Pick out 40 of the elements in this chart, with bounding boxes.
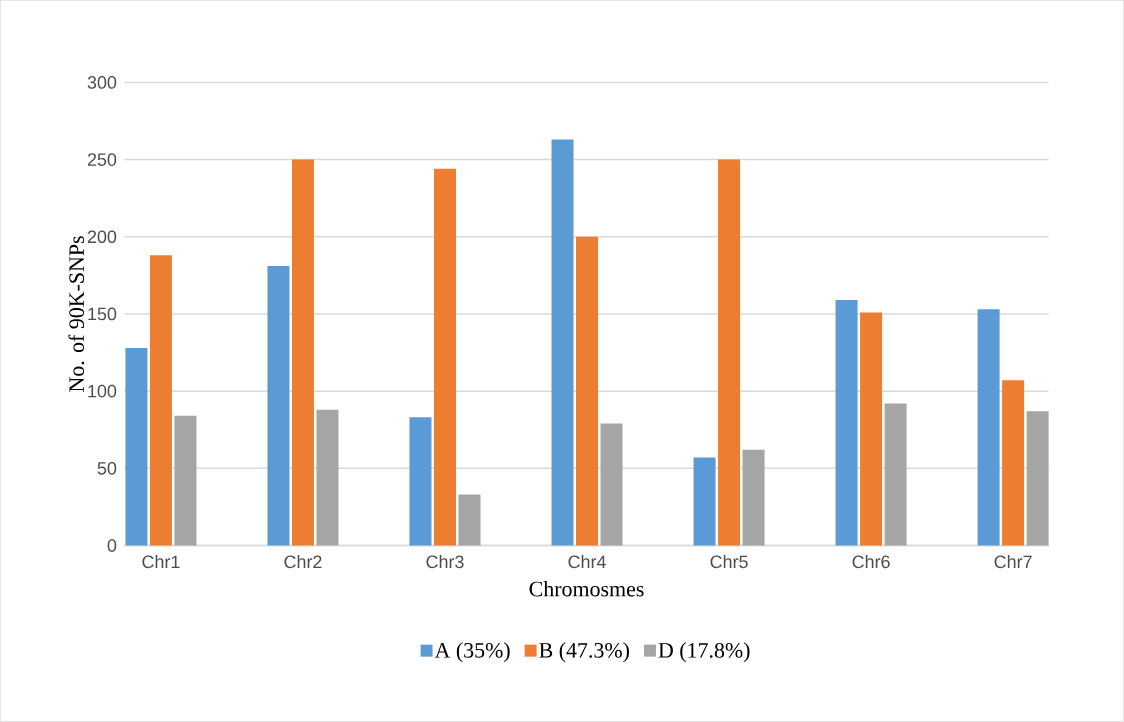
x-tick-label: Chr3 (426, 555, 464, 569)
bar (551, 139, 574, 546)
y-tick-label: 250 (87, 153, 117, 166)
bar (458, 494, 481, 546)
legend-label: B (47.3%) (539, 642, 629, 663)
legend-label: D (17.8%) (658, 642, 750, 663)
bar (718, 159, 741, 546)
y-axis-title: No. of 90K-SNPs (68, 236, 85, 392)
x-tick-label: Chr4 (568, 555, 606, 569)
bar (267, 266, 290, 546)
legend-label: A (35%) (434, 642, 510, 663)
x-axis-title: Chromosmes (529, 581, 644, 597)
bar (860, 312, 883, 546)
x-tick-label: Chr2 (284, 555, 322, 569)
x-tick-label: Chr1 (142, 555, 180, 569)
x-tick-label: Chr7 (994, 555, 1032, 569)
bar (149, 255, 172, 546)
y-tick-label: 0 (107, 539, 117, 552)
x-tick-label: Chr6 (852, 555, 890, 569)
bar (977, 309, 1000, 546)
bar (291, 159, 314, 546)
y-tick-label: 50 (97, 461, 117, 475)
bar (1026, 411, 1049, 546)
x-tick-label: Chr5 (710, 555, 748, 569)
bar (576, 236, 599, 546)
bar (409, 417, 432, 546)
bar (693, 457, 716, 546)
bar (835, 300, 858, 546)
y-tick-label: 200 (87, 230, 117, 244)
y-tick-label: 150 (88, 307, 117, 321)
y-tick-label: 300 (87, 76, 117, 89)
bar (600, 423, 623, 546)
bar (316, 409, 339, 546)
bar (125, 347, 148, 546)
bar (433, 168, 456, 546)
y-tick-label: 100 (88, 384, 117, 398)
bar (742, 449, 765, 546)
bar (1002, 380, 1025, 546)
bar (174, 415, 197, 546)
bar (884, 403, 907, 546)
